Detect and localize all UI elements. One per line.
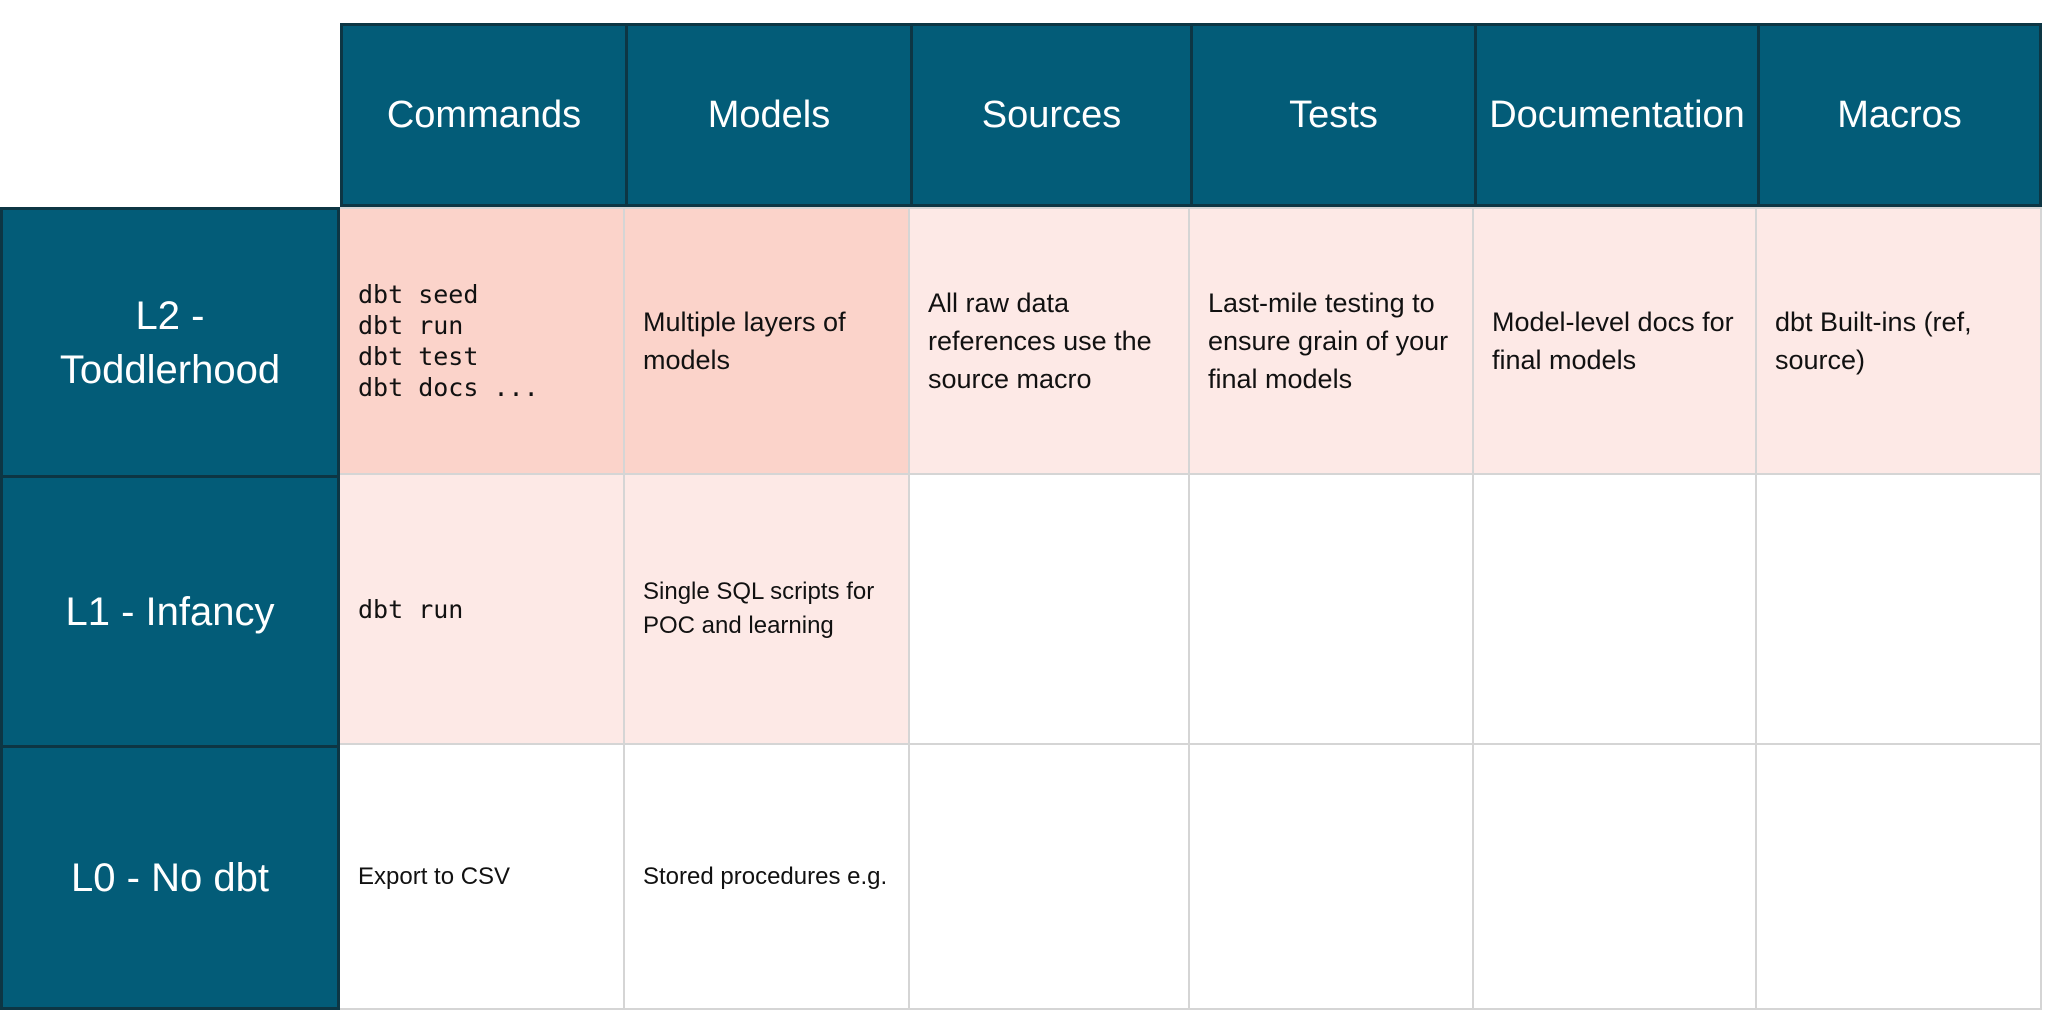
row-header-l0-no-dbt: L0 - No dbt: [0, 745, 340, 1010]
cell-l0-commands: Export to CSV: [340, 745, 625, 1010]
cell-l2-models: Multiple layers of models: [625, 207, 910, 475]
cell-l0-sources: [910, 745, 1190, 1010]
cell-l2-macros: dbt Built-ins (ref, source): [1757, 207, 2042, 475]
cell-l0-tests: [1190, 745, 1474, 1010]
cell-l1-tests: [1190, 475, 1474, 745]
col-header-sources: Sources: [910, 23, 1190, 207]
cell-l0-macros: [1757, 745, 2042, 1010]
cell-l1-models: Single SQL scripts for POC and learning: [625, 475, 910, 745]
cell-l1-sources: [910, 475, 1190, 745]
col-header-models: Models: [625, 23, 910, 207]
col-header-tests: Tests: [1190, 23, 1474, 207]
col-header-commands: Commands: [340, 23, 625, 207]
cell-l0-models: Stored procedures e.g.: [625, 745, 910, 1010]
row-header-l2-toddlerhood: L2 - Toddlerhood: [0, 207, 340, 475]
cell-l2-sources: All raw data references use the source m…: [910, 207, 1190, 475]
maturity-matrix-table: Commands Models Sources Tests Documentat…: [0, 23, 2042, 1010]
corner-cell: [0, 23, 340, 207]
cell-l1-macros: [1757, 475, 2042, 745]
cell-l2-tests: Last-mile testing to ensure grain of you…: [1190, 207, 1474, 475]
row-header-l1-infancy: L1 - Infancy: [0, 475, 340, 745]
col-header-macros: Macros: [1757, 23, 2042, 207]
cell-l1-commands: dbt run: [340, 475, 625, 745]
cell-l1-documentation: [1474, 475, 1757, 745]
col-header-documentation: Documentation: [1474, 23, 1757, 207]
cell-l2-commands: dbt seed dbt run dbt test dbt docs ...: [340, 207, 625, 475]
cell-l0-documentation: [1474, 745, 1757, 1010]
cell-l2-documentation: Model-level docs for final models: [1474, 207, 1757, 475]
